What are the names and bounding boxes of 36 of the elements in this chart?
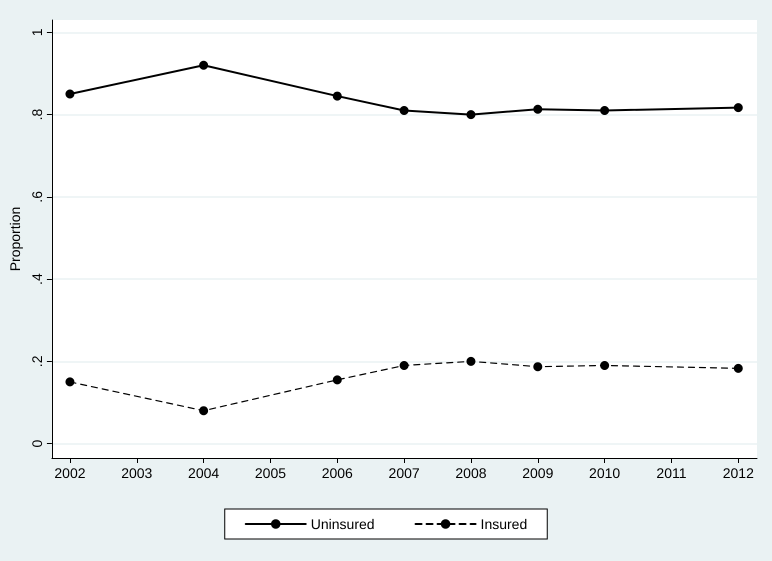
point [400, 106, 409, 115]
point [600, 360, 610, 370]
x-tick-label: 2005 [254, 465, 286, 481]
x-tick-label: 2004 [188, 465, 220, 481]
legend-label: Uninsured [310, 516, 375, 532]
point [332, 375, 342, 384]
point [400, 360, 409, 370]
y-axis-title: Proportion [7, 206, 23, 272]
point [199, 406, 208, 416]
x-tick-label: 2003 [121, 465, 153, 481]
point [600, 106, 610, 115]
y-tick-label: 1 [28, 28, 45, 36]
x-tick-label: 2010 [589, 465, 620, 481]
x-tick-label: 2006 [322, 465, 354, 481]
point [199, 60, 208, 70]
x-tick-label: 2011 [656, 465, 687, 481]
point [65, 90, 74, 99]
y-tick-label: .6 [28, 190, 45, 203]
legend-label: Insured [480, 516, 528, 532]
x-tick-label: 2009 [522, 465, 554, 481]
point [332, 92, 342, 101]
point [65, 377, 74, 386]
y-tick-label: .8 [28, 108, 45, 120]
y-tick-label: .2 [28, 355, 45, 368]
y-tick-label: 0 [28, 440, 45, 448]
point [466, 356, 476, 366]
point [734, 103, 743, 112]
x-tick-label: 2007 [388, 465, 420, 481]
y-tick-label: .4 [28, 273, 45, 285]
point [533, 362, 542, 372]
x-tick-label: 2008 [455, 465, 487, 481]
point [533, 104, 542, 114]
point [466, 110, 476, 120]
x-tick-label: 2002 [54, 465, 86, 481]
point [734, 364, 743, 373]
x-tick-label: 2012 [722, 465, 754, 481]
